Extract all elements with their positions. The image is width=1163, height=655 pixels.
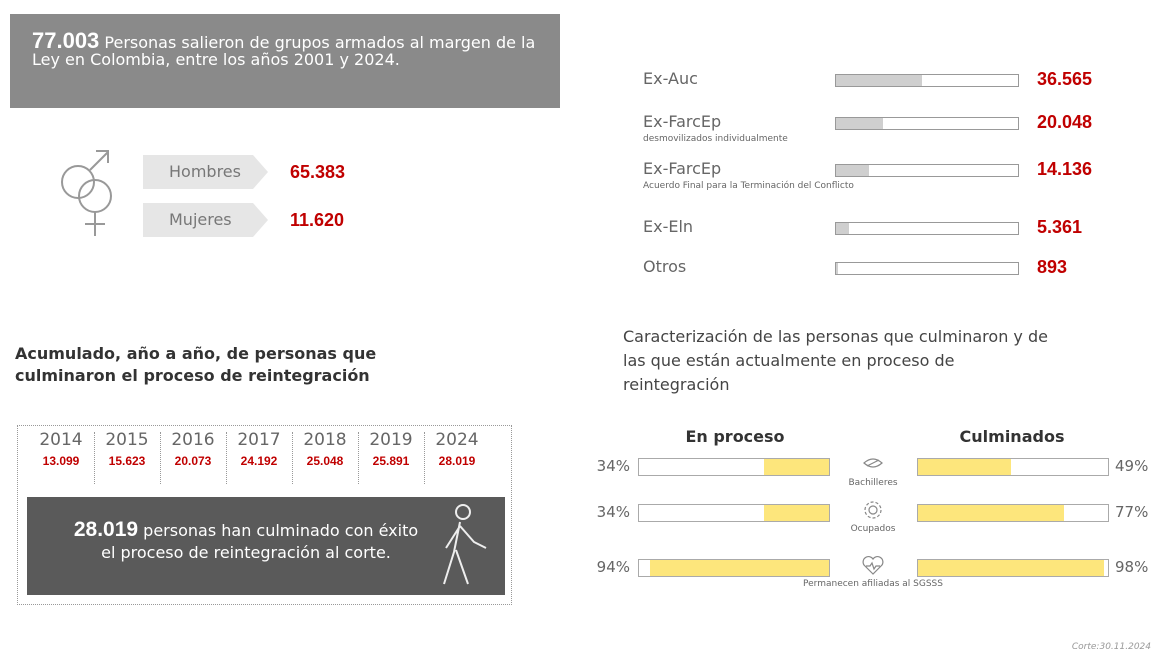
- year-value: 28.019: [438, 454, 476, 468]
- row-label: Permanecen afiliadas al SGSSS: [803, 579, 943, 589]
- row-label: Ocupados: [850, 524, 896, 534]
- year-column: 2016 20.073: [160, 430, 226, 468]
- year-value: 25.891: [372, 454, 410, 468]
- group-label: Ex-Eln: [643, 217, 694, 236]
- separator: [94, 432, 95, 484]
- gender-value: 65.383: [290, 162, 346, 182]
- group-label: Ex-FarcEp: [643, 112, 722, 131]
- year: 2016: [171, 430, 215, 450]
- group-label: Ex-FarcEp: [643, 159, 722, 178]
- bar: [918, 560, 1105, 576]
- column-header: Culminados: [959, 427, 1065, 446]
- row-label: Bachilleres: [848, 478, 898, 488]
- bar: [918, 505, 1065, 521]
- group-value: 5.361: [1037, 217, 1083, 237]
- year: 2019: [369, 430, 413, 450]
- group-value: 14.136: [1037, 159, 1093, 179]
- year: 2018: [303, 430, 347, 450]
- bar-track: [917, 458, 1109, 476]
- year-column: 2017 24.192: [226, 430, 292, 468]
- year-value: 15.623: [108, 454, 146, 468]
- gender-icon: [61, 150, 112, 236]
- percent-label: 94%: [596, 558, 630, 576]
- bar: [764, 505, 829, 521]
- bar-track: [835, 222, 1019, 235]
- header-box: 77.003 Personas salieron de grupos armad…: [10, 14, 560, 108]
- percent-label: 49%: [1115, 457, 1149, 475]
- year-column: 2014 13.099: [28, 430, 94, 468]
- row-icon: [863, 458, 883, 468]
- separator: [424, 432, 425, 484]
- timeline-box: [17, 425, 512, 605]
- gender-value: 11.620: [290, 210, 345, 230]
- year: 2024: [435, 430, 479, 450]
- year-column: 2019 25.891: [358, 430, 424, 468]
- year-column: 2024 28.019: [424, 430, 490, 468]
- percent-label: 34%: [596, 503, 630, 521]
- year-column: 2015 15.623: [94, 430, 160, 468]
- bar: [836, 223, 849, 234]
- group-sublabel: desmovilizados individualmente: [643, 134, 788, 144]
- bar-track: [835, 164, 1019, 177]
- year-value: 25.048: [306, 454, 344, 468]
- summary-box: 28.019 personas han culminado con éxito …: [27, 497, 505, 595]
- characterization-title: Caracterización de las personas que culm…: [623, 327, 1048, 394]
- bar-track: [917, 559, 1109, 577]
- bar: [650, 560, 829, 576]
- bar-track: [638, 458, 830, 476]
- footer: Corte:30.11.2024: [1071, 642, 1151, 652]
- gender-label: Mujeres: [143, 203, 268, 237]
- bar: [764, 459, 829, 475]
- bar-track: [835, 117, 1019, 130]
- year-value: 13.099: [42, 454, 80, 468]
- year-value: 24.192: [240, 454, 278, 468]
- bar: [836, 118, 884, 129]
- bar-track: [917, 504, 1109, 522]
- year: 2017: [237, 430, 281, 450]
- timeline-title: Acumulado, año a año, de personas que cu…: [15, 344, 377, 385]
- bar: [836, 263, 839, 274]
- bar: [836, 165, 870, 176]
- percent-label: 34%: [596, 457, 630, 475]
- bar-track: [835, 74, 1019, 87]
- walker-icon: [443, 504, 487, 585]
- year-column: 2018 25.048: [292, 430, 358, 468]
- header-text: Personas salieron de grupos armados al m…: [32, 33, 536, 69]
- bar: [836, 75, 923, 86]
- percent-label: 98%: [1115, 558, 1149, 576]
- separator: [358, 432, 359, 484]
- separator: [160, 432, 161, 484]
- percent-label: 77%: [1115, 503, 1149, 521]
- group-value: 893: [1037, 257, 1068, 277]
- group-label: Ex-Auc: [643, 69, 698, 88]
- gender-label: Hombres: [143, 155, 268, 189]
- year: 2014: [39, 430, 83, 450]
- summary-number: 28.019: [73, 518, 139, 541]
- column-header: En proceso: [685, 427, 785, 446]
- group-value: 36.565: [1037, 69, 1093, 89]
- bar-track: [835, 262, 1019, 275]
- year-value: 20.073: [174, 454, 212, 468]
- group-label: Otros: [643, 257, 687, 276]
- header-number: 77.003: [32, 28, 100, 53]
- separator: [292, 432, 293, 484]
- row-icon: [864, 501, 882, 519]
- group-sublabel: Acuerdo Final para la Terminación del Co…: [643, 181, 854, 191]
- summary-text: personas han culminado con éxito el proc…: [101, 521, 419, 562]
- year: 2015: [105, 430, 149, 450]
- row-icon: [862, 556, 884, 575]
- separator: [226, 432, 227, 484]
- bar-track: [638, 559, 830, 577]
- bar: [918, 459, 1012, 475]
- bar-track: [638, 504, 830, 522]
- group-value: 20.048: [1037, 112, 1093, 132]
